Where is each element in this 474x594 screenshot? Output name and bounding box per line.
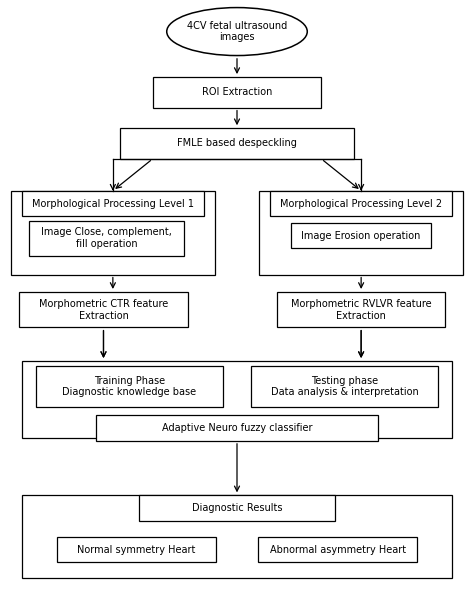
Text: Testing phase
Data analysis & interpretation: Testing phase Data analysis & interpreta… xyxy=(271,376,419,397)
Text: 4CV fetal ultrasound
images: 4CV fetal ultrasound images xyxy=(187,21,287,42)
Text: Morphological Processing Level 1: Morphological Processing Level 1 xyxy=(32,198,194,208)
FancyBboxPatch shape xyxy=(11,191,215,274)
FancyBboxPatch shape xyxy=(97,415,377,441)
FancyBboxPatch shape xyxy=(138,495,336,521)
FancyBboxPatch shape xyxy=(258,537,417,563)
FancyBboxPatch shape xyxy=(19,292,188,327)
FancyBboxPatch shape xyxy=(291,223,431,248)
FancyBboxPatch shape xyxy=(21,361,453,438)
FancyBboxPatch shape xyxy=(21,495,453,579)
FancyBboxPatch shape xyxy=(251,366,438,407)
FancyBboxPatch shape xyxy=(270,191,453,216)
Text: Training Phase
Diagnostic knowledge base: Training Phase Diagnostic knowledge base xyxy=(62,376,196,397)
Text: Abnormal asymmetry Heart: Abnormal asymmetry Heart xyxy=(270,545,406,555)
FancyBboxPatch shape xyxy=(277,292,446,327)
Text: FMLE based despeckling: FMLE based despeckling xyxy=(177,138,297,148)
Text: Normal symmetry Heart: Normal symmetry Heart xyxy=(77,545,195,555)
FancyBboxPatch shape xyxy=(21,191,204,216)
Text: Morphometric RVLVR feature
Extraction: Morphometric RVLVR feature Extraction xyxy=(291,299,431,321)
FancyBboxPatch shape xyxy=(36,366,223,407)
Text: Adaptive Neuro fuzzy classifier: Adaptive Neuro fuzzy classifier xyxy=(162,423,312,433)
Text: Morphometric CTR feature
Extraction: Morphometric CTR feature Extraction xyxy=(39,299,168,321)
Ellipse shape xyxy=(167,8,307,56)
FancyBboxPatch shape xyxy=(57,537,216,563)
Text: Morphological Processing Level 2: Morphological Processing Level 2 xyxy=(280,198,442,208)
Text: Image Close, complement,
fill operation: Image Close, complement, fill operation xyxy=(41,228,172,249)
FancyBboxPatch shape xyxy=(259,191,463,274)
FancyBboxPatch shape xyxy=(153,77,321,108)
Text: Diagnostic Results: Diagnostic Results xyxy=(192,503,282,513)
FancyBboxPatch shape xyxy=(29,220,184,256)
FancyBboxPatch shape xyxy=(120,128,354,159)
Text: Image Erosion operation: Image Erosion operation xyxy=(301,230,421,241)
Text: ROI Extraction: ROI Extraction xyxy=(202,87,272,97)
